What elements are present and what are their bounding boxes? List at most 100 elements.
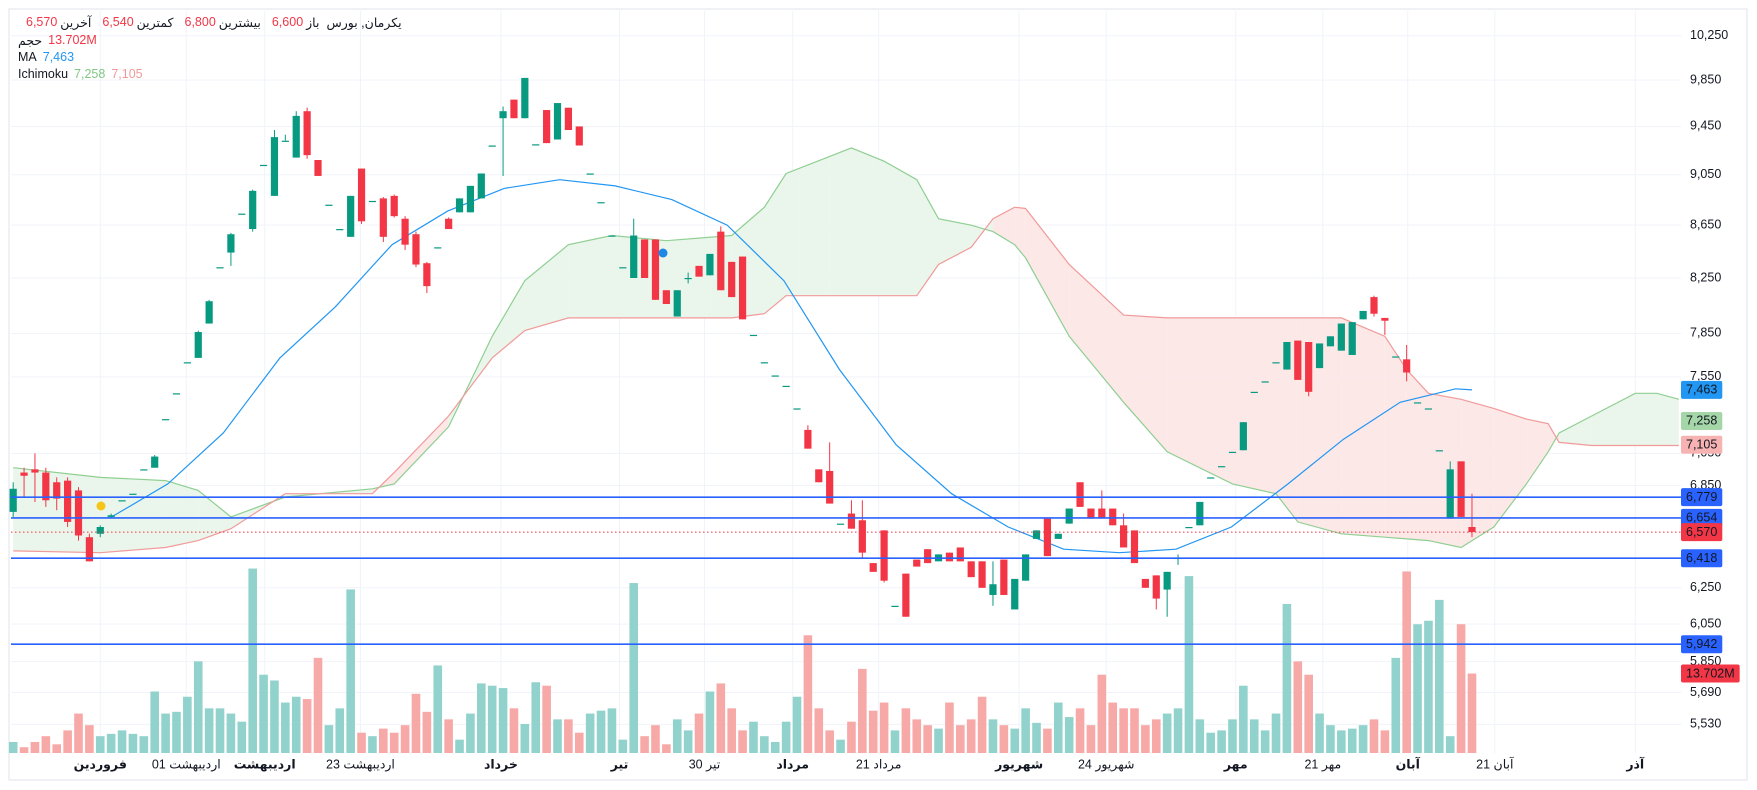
candle-body	[782, 385, 790, 388]
volume-bar	[509, 708, 519, 753]
volume-bar	[1184, 576, 1194, 753]
x-tick-label: اردیبهشت	[234, 757, 296, 771]
volume-bar	[1467, 673, 1477, 753]
candle-body	[619, 267, 627, 269]
x-tick-label: مرداد	[776, 757, 809, 771]
candle-body	[967, 561, 975, 578]
volume-bar	[542, 685, 551, 753]
candle-body	[847, 513, 856, 529]
chart-frame	[8, 8, 1748, 781]
candle-body	[902, 573, 910, 617]
volume-bar	[139, 736, 149, 753]
candle-body	[1446, 469, 1454, 519]
candle-body	[695, 265, 703, 277]
volume-bar	[1445, 736, 1455, 753]
cloud-fill	[394, 416, 449, 484]
event-marker[interactable]	[658, 248, 668, 258]
candle-body	[543, 110, 551, 144]
candle-body	[510, 99, 518, 119]
legend-field-value: 6,540	[102, 15, 134, 29]
volume-bar	[1391, 657, 1401, 753]
candle-body	[466, 185, 475, 213]
candle-body	[1065, 508, 1073, 524]
volume-bar	[749, 721, 758, 753]
volume-bar	[259, 674, 268, 753]
candle-body	[477, 173, 485, 199]
cloud-fill	[884, 161, 917, 296]
legend-field-name: بیشترین	[218, 16, 261, 30]
cloud-fill	[1025, 208, 1070, 337]
cloud-fill	[764, 173, 787, 314]
candle-body	[303, 111, 311, 156]
cloud-fill	[786, 156, 830, 296]
cloud-fill	[992, 207, 1015, 245]
volume-bar	[564, 719, 573, 753]
price-badge-label: 7,105	[1686, 438, 1717, 452]
legend-value: 7,463	[42, 50, 75, 64]
volume-bar	[727, 708, 736, 753]
volume-bar	[8, 741, 18, 753]
cloud-fill	[1591, 393, 1636, 446]
volume-bar	[291, 696, 301, 753]
candle-body	[53, 482, 61, 499]
candle-body	[183, 362, 191, 364]
candle-body	[1098, 508, 1106, 519]
y-tick-label: 9,850	[1690, 72, 1721, 86]
volume-bar	[781, 721, 791, 753]
candle-body	[1054, 533, 1062, 539]
y-tick-label: 7,850	[1690, 326, 1721, 340]
volume-bar	[1402, 571, 1411, 753]
cloud-fill	[666, 235, 732, 318]
candle-body	[281, 140, 289, 142]
y-tick-label: 10,250	[1690, 28, 1728, 42]
volume-bar	[215, 708, 225, 753]
cloud-fill	[1461, 399, 1494, 548]
candle-body	[227, 234, 235, 253]
candle-body	[771, 375, 779, 377]
candle-body	[455, 198, 464, 213]
cloud-fill	[568, 235, 612, 318]
volume-bar	[1032, 722, 1041, 753]
cloud-fill	[1069, 264, 1124, 403]
candle-body	[924, 549, 932, 564]
candle-body	[891, 605, 899, 608]
volume-bar	[1271, 713, 1281, 753]
volume-bar	[814, 708, 824, 753]
candle-body	[608, 235, 616, 237]
y-tick-label: 9,450	[1690, 119, 1721, 133]
candle-body	[1120, 525, 1128, 548]
volume-bar	[1217, 730, 1226, 753]
candle-body	[728, 261, 736, 298]
candle-body	[1413, 402, 1422, 404]
volume-bar	[662, 744, 671, 753]
legend-value: 13.702M	[48, 33, 97, 47]
candle-body	[423, 263, 431, 287]
candle-body	[989, 584, 997, 595]
event-marker[interactable]	[96, 501, 106, 511]
cloud-fill	[1167, 317, 1233, 484]
volume-bar	[640, 736, 649, 753]
volume-bar	[1010, 728, 1020, 753]
volume-bar	[95, 736, 105, 753]
cloud-fill	[1657, 393, 1679, 446]
volume-bar	[1108, 702, 1118, 753]
volume-bar	[585, 713, 595, 753]
volume-bar	[1064, 717, 1074, 753]
volume-bar	[1260, 730, 1270, 753]
volume-bar	[618, 739, 628, 753]
span-b-line	[13, 206, 1679, 554]
volume-bar	[1369, 719, 1379, 753]
volume-bar	[226, 713, 236, 753]
volume	[8, 568, 1477, 753]
volume-bar	[520, 724, 530, 753]
cloud-fill	[829, 147, 852, 296]
volume-bar	[1151, 719, 1161, 753]
volume-bar	[607, 708, 617, 753]
candle-body	[412, 234, 420, 265]
volume-bar	[912, 719, 922, 753]
cloud-fill	[524, 244, 569, 331]
candle-body	[1043, 518, 1052, 557]
candle-body	[118, 500, 126, 502]
candle-body	[379, 198, 387, 237]
volume-bar	[923, 725, 932, 753]
